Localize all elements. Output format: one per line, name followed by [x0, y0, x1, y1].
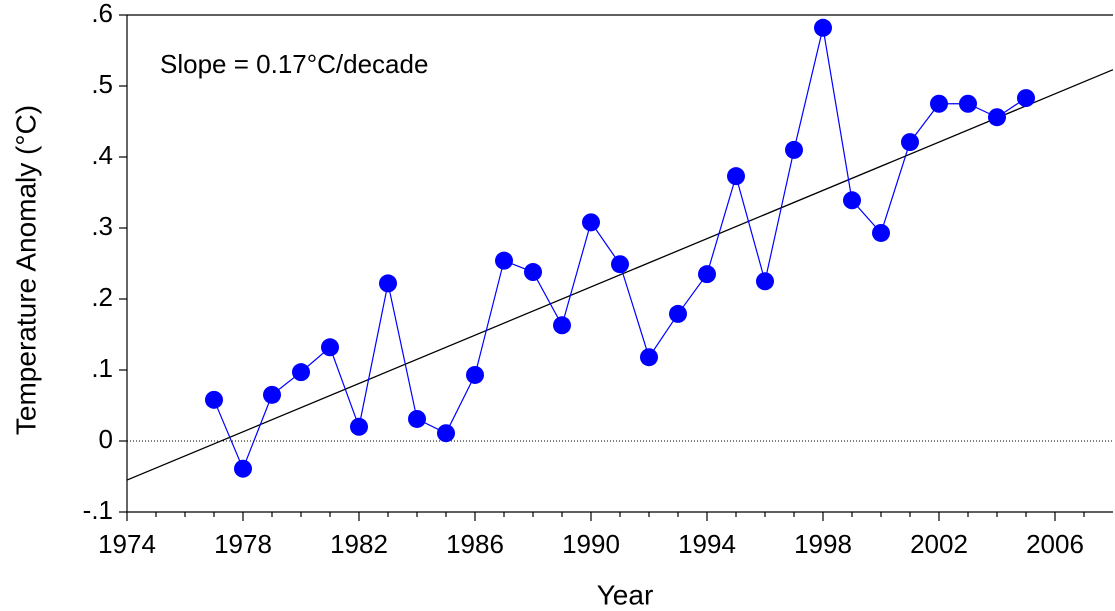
x-tick-label: 2006: [1026, 529, 1084, 559]
data-point: [843, 191, 861, 210]
y-tick-label: .5: [91, 69, 113, 99]
x-tick-label: 1998: [794, 529, 852, 559]
data-point: [727, 167, 745, 186]
data-point: [350, 417, 368, 436]
series-line: [213, 27, 1027, 471]
data-point: [379, 274, 397, 293]
data-point: [930, 94, 948, 113]
data-point: [959, 94, 977, 113]
y-tick-label: .4: [91, 140, 113, 170]
y-tick-label: .3: [91, 211, 113, 241]
x-tick-label: 1986: [446, 529, 504, 559]
data-point: [785, 140, 803, 159]
data-point: [582, 213, 600, 232]
annotation: Slope = 0.17°C/decade: [160, 49, 428, 79]
x-tick-label: 1978: [214, 529, 272, 559]
data-point: [466, 365, 484, 384]
data-point: [640, 348, 658, 367]
data-point: [814, 18, 832, 37]
data-point: [408, 409, 426, 428]
y-tick-label: .2: [91, 282, 113, 312]
x-tick-label: 1974: [98, 529, 156, 559]
data-point: [524, 263, 542, 282]
data-point: [698, 265, 716, 284]
data-point: [669, 304, 687, 323]
x-tick-label: 1990: [562, 529, 620, 559]
data-point: [292, 363, 310, 382]
data-point: [495, 251, 513, 270]
data-point: [321, 338, 339, 357]
data-point: [1017, 89, 1035, 108]
x-tick-label: 1982: [330, 529, 388, 559]
data-point: [263, 385, 281, 404]
y-tick-label: -.1: [83, 495, 113, 525]
data-point: [553, 316, 571, 335]
x-axis-label: Year: [597, 579, 654, 610]
y-axis-label: Temperature Anomaly (°C): [10, 105, 41, 435]
y-tick-label: .1: [91, 353, 113, 383]
data-point: [205, 390, 223, 409]
data-point: [872, 223, 890, 242]
y-tick-label: 0: [99, 424, 113, 454]
data-point: [756, 272, 774, 291]
x-tick-label: 1994: [678, 529, 736, 559]
x-tick-label: 2002: [910, 529, 968, 559]
y-tick-label: .6: [91, 0, 113, 28]
data-point: [611, 255, 629, 274]
data-point: [437, 424, 455, 443]
data-point: [234, 459, 252, 478]
trend-line: [126, 69, 1114, 481]
data-point: [901, 133, 919, 152]
data-point: [988, 108, 1006, 127]
